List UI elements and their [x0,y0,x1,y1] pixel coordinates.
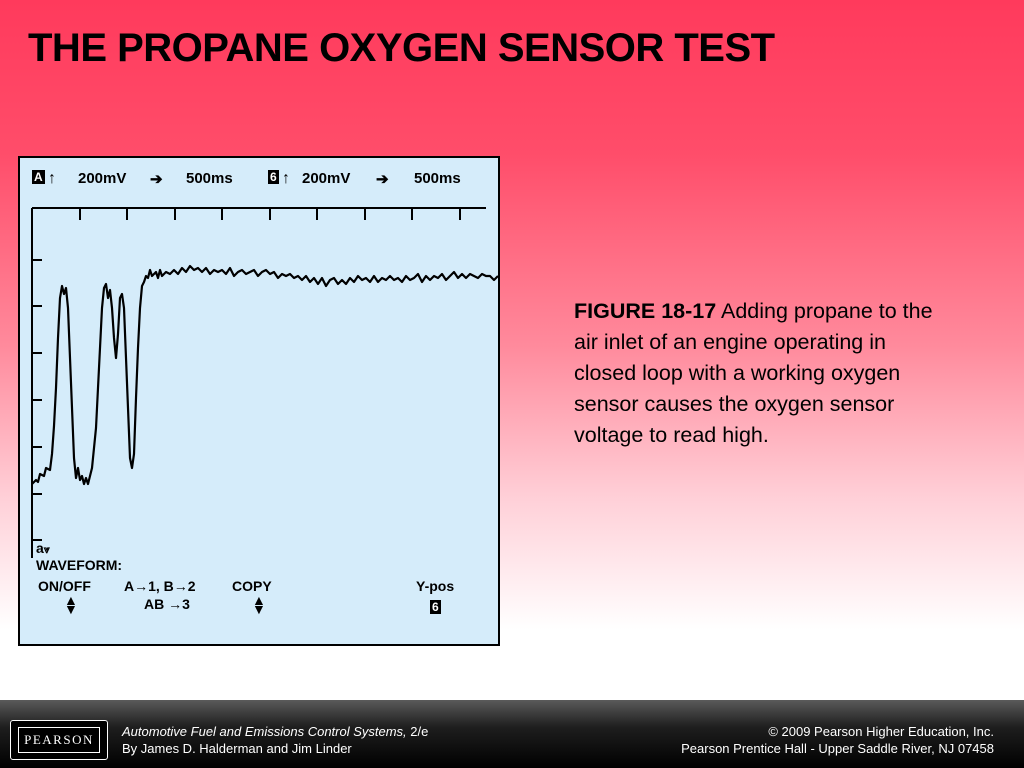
y-pos-softkey[interactable]: Y-pos [416,578,455,594]
footer-book-info: Automotive Fuel and Emissions Control Sy… [122,723,428,757]
scope-menu: a⩔ WAVEFORM: ON/OFF ▲ ▼ A→1, B→2 AB →3 CO… [20,540,498,644]
book-title: Automotive Fuel and Emissions Control Sy… [122,724,407,739]
figure-label: FIGURE 18-17 [574,299,717,323]
waveform-label: WAVEFORM: [36,557,123,573]
top-ticks [79,208,461,220]
marker-label: a [36,540,44,556]
y-pos-channel-badge: 6 [430,600,441,614]
oxygen-sensor-trace [31,264,499,486]
footer-copyright: © 2009 Pearson Higher Education, Inc. Pe… [681,723,994,757]
publisher: Pearson Prentice Hall - Upper Saddle Riv… [681,741,994,756]
on-off-softkey[interactable]: ON/OFF [38,578,91,594]
double-chevron-down-icon: ⩔ [43,544,51,556]
left-ticks [32,259,42,541]
logo-text: PEARSON [18,727,100,753]
channel-a-time: 500ms [186,170,233,187]
right-arrow-icon: ➔ [150,171,163,188]
channel-b-time: 500ms [414,170,461,187]
footer-bar: PEARSON Automotive Fuel and Emissions Co… [0,700,1024,768]
up-down-arrow-icon: ▲ ▼ [64,592,78,617]
edition: 2/e [406,724,429,739]
channel-b-volts: 200mV [302,170,351,187]
slide-title: THE PROPANE OXYGEN SENSOR TEST [28,26,775,70]
caption-text: Adding propane to the air inlet of an en… [574,299,933,447]
channel-b-badge: 6 [268,170,279,184]
copyright: © 2009 Pearson Higher Education, Inc. [768,724,994,739]
oscilloscope-screen: A ↑ 200mV ➔ 500ms 6 ↑ 200mV ➔ 500ms a⩔ W… [18,156,500,646]
up-down-arrow-icon: ▲ ▼ [252,592,266,617]
right-arrow-icon: ➔ [376,171,389,188]
authors: By James D. Halderman and Jim Linder [122,741,352,756]
up-arrow-icon: ↑ [282,170,290,187]
channel-a-volts: 200mV [78,170,127,187]
channel-mapping-ab: AB →3 [144,596,190,612]
copy-softkey[interactable]: COPY [232,578,272,594]
channel-mapping-softkey[interactable]: A→1, B→2 [124,578,196,594]
figure-caption: FIGURE 18-17 Adding propane to the air i… [574,296,946,451]
channel-a-badge: A [32,170,45,184]
up-arrow-icon: ↑ [48,170,56,187]
pearson-logo: PEARSON [10,720,108,760]
waveform-plot [31,207,499,558]
